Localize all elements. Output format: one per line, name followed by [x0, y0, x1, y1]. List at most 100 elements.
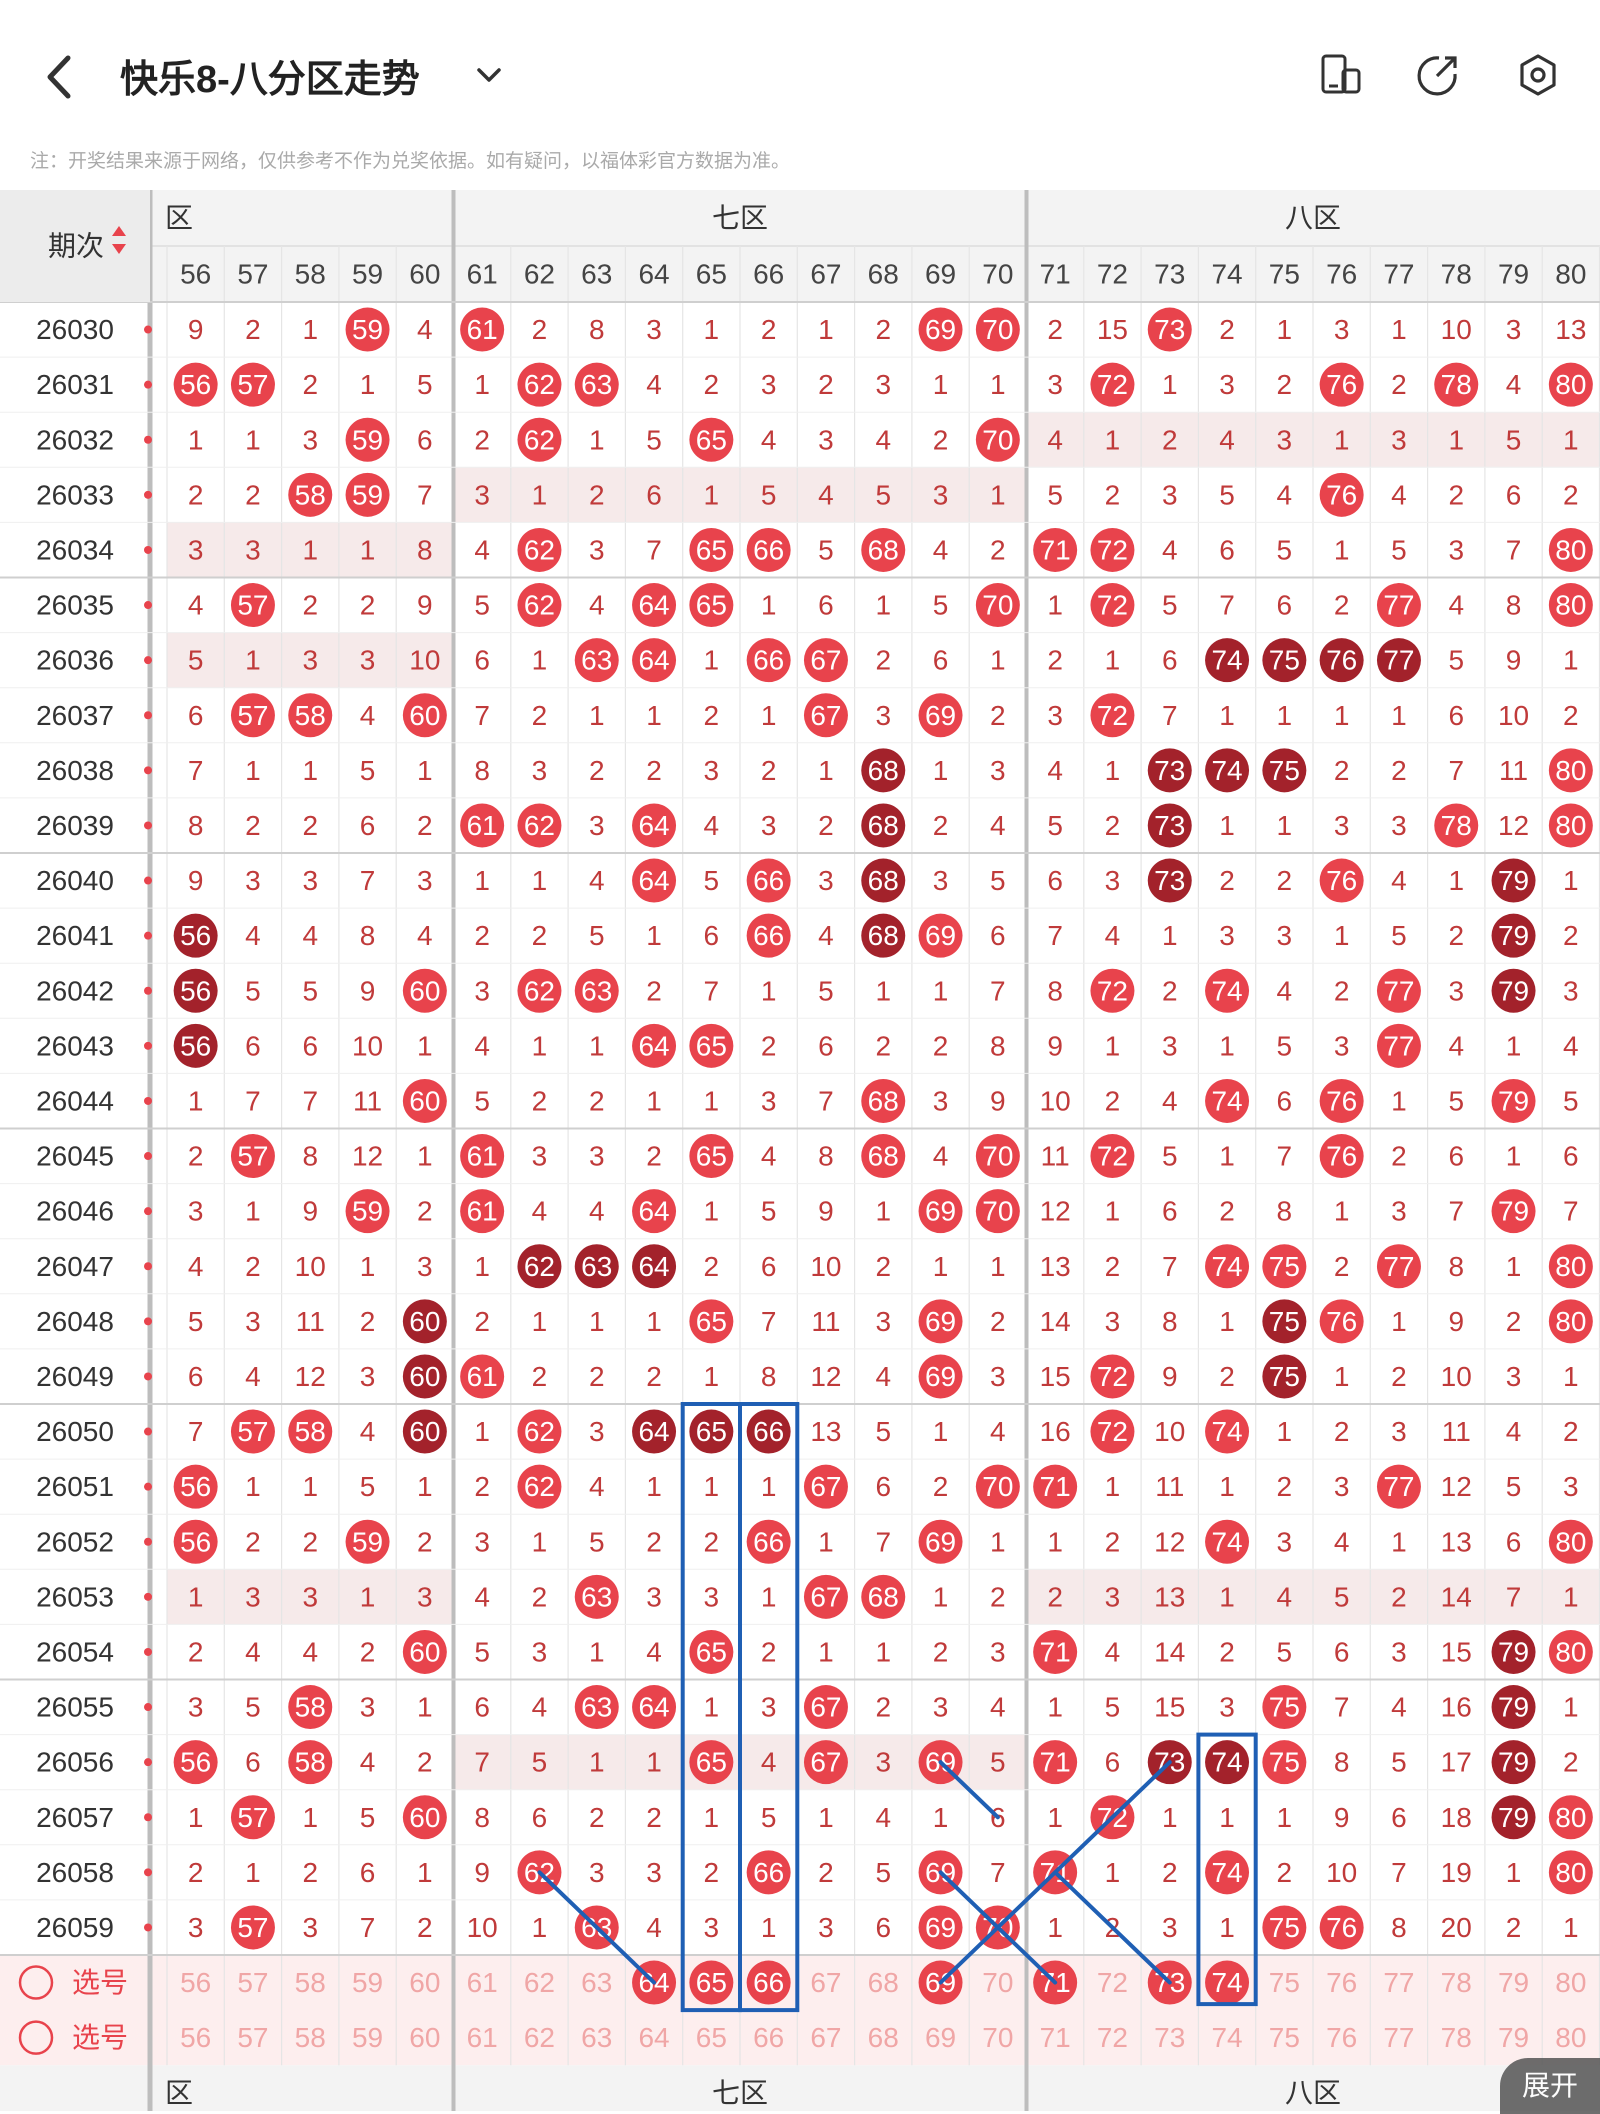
ball-number: 65 [696, 424, 727, 455]
miss-count: 1 [990, 479, 1006, 510]
select-option[interactable]: 72 [1097, 2022, 1128, 2053]
select-option[interactable]: 56 [180, 1967, 211, 1998]
select-option[interactable]: 76 [1326, 2022, 1357, 2053]
number-ball [1319, 1299, 1364, 1344]
select-option[interactable]: 74 [1211, 2022, 1242, 2053]
select-radio[interactable] [18, 2020, 54, 2055]
select-option[interactable]: 68 [868, 1967, 899, 1998]
ball-number: 70 [982, 1141, 1013, 1172]
select-option[interactable]: 68 [868, 2022, 899, 2053]
select-option[interactable]: 79 [1498, 2022, 1529, 2053]
select-option[interactable]: 75 [1269, 2022, 1300, 2053]
select-option[interactable]: 65 [696, 2022, 727, 2053]
miss-count: 1 [417, 1692, 433, 1723]
selected-ball[interactable] [689, 1960, 734, 2005]
select-option[interactable]: 77 [1383, 1967, 1414, 1998]
miss-count: 3 [933, 865, 949, 896]
miss-count: 1 [704, 314, 720, 345]
select-option[interactable]: 63 [581, 1967, 612, 1998]
select-option[interactable]: 61 [467, 2022, 498, 2053]
miss-count: 2 [646, 1141, 662, 1172]
miss-count: 4 [646, 1912, 662, 1943]
select-option[interactable]: 77 [1383, 2022, 1414, 2053]
select-option[interactable]: 64 [638, 2022, 669, 2053]
miss-count: 3 [360, 1692, 376, 1723]
ball-number: 73 [1154, 314, 1185, 345]
number-ball [689, 1299, 734, 1344]
number-ball [460, 1354, 505, 1399]
miss-count: 2 [302, 369, 318, 400]
select-option[interactable]: 69 [925, 2022, 956, 2053]
selected-ball[interactable] [1205, 1960, 1250, 2005]
back-icon[interactable] [40, 52, 80, 102]
miss-count: 2 [188, 1636, 204, 1667]
miss-count: 3 [417, 865, 433, 896]
select-option[interactable]: 63 [581, 2022, 612, 2053]
chevron-down-icon[interactable] [474, 60, 504, 90]
select-option[interactable]: 72 [1097, 1967, 1128, 1998]
number-ball [1262, 1685, 1307, 1730]
miss-count: 4 [990, 1692, 1006, 1723]
select-option[interactable]: 67 [810, 1967, 841, 1998]
device-icon[interactable] [1318, 52, 1364, 98]
select-option[interactable]: 57 [237, 1967, 268, 1998]
miss-count: 1 [360, 534, 376, 565]
select-option[interactable]: 62 [524, 1967, 555, 1998]
select-option[interactable]: 71 [1040, 2022, 1071, 2053]
miss-count: 4 [1334, 1526, 1350, 1557]
select-option[interactable]: 76 [1326, 1967, 1357, 1998]
miss-count: 1 [704, 479, 720, 510]
ball-number: 64 [638, 865, 669, 896]
miss-count: 5 [532, 1747, 548, 1778]
miss-count: 6 [302, 1030, 318, 1061]
number-ball [173, 968, 218, 1013]
expand-button[interactable]: 展开 [1500, 2058, 1600, 2114]
ball-number: 67 [810, 1747, 841, 1778]
select-option[interactable]: 70 [982, 1967, 1013, 1998]
miss-count: 1 [933, 369, 949, 400]
number-ball [975, 1189, 1020, 1234]
select-option[interactable]: 66 [753, 2022, 784, 2053]
ball-number: 61 [467, 1196, 498, 1227]
page-title[interactable]: 快乐8-八分区走势 [120, 59, 420, 101]
select-option[interactable]: 59 [352, 2022, 383, 2053]
select-option[interactable]: 70 [982, 2022, 1013, 2053]
select-option[interactable]: 62 [524, 2022, 555, 2053]
select-option[interactable]: 60 [409, 2022, 440, 2053]
number-ball [1205, 1519, 1250, 1564]
select-option[interactable]: 67 [810, 2022, 841, 2053]
col-header-58: 58 [295, 259, 326, 290]
miss-count: 5 [1391, 1747, 1407, 1778]
number-ball [918, 1519, 963, 1564]
select-option[interactable]: 80 [1555, 1967, 1586, 1998]
select-option[interactable]: 58 [295, 2022, 326, 2053]
selected-number: 74 [1211, 1967, 1242, 1998]
col-header-70: 70 [982, 259, 1013, 290]
number-ball [517, 803, 562, 848]
sort-up-icon[interactable] [112, 226, 126, 236]
select-option[interactable]: 60 [409, 1967, 440, 1998]
select-radio[interactable] [18, 1965, 54, 2000]
select-option[interactable]: 58 [295, 1967, 326, 1998]
select-option[interactable]: 73 [1154, 2022, 1185, 2053]
sort-down-icon[interactable] [112, 244, 126, 254]
select-option[interactable]: 75 [1269, 1967, 1300, 1998]
share-icon[interactable] [1415, 52, 1461, 98]
miss-count: 1 [1563, 1581, 1579, 1612]
select-option[interactable]: 80 [1555, 2022, 1586, 2053]
select-option[interactable]: 57 [237, 2022, 268, 2053]
miss-count: 2 [360, 1306, 376, 1337]
select-option[interactable]: 56 [180, 2022, 211, 2053]
miss-count: 4 [1105, 920, 1121, 951]
select-option[interactable]: 79 [1498, 1967, 1529, 1998]
number-ball [918, 1299, 963, 1344]
select-option[interactable]: 78 [1441, 2022, 1472, 2053]
miss-count: 1 [1334, 1196, 1350, 1227]
ball-number: 74 [1211, 755, 1242, 786]
selected-ball[interactable] [746, 1960, 791, 2005]
select-option[interactable]: 59 [352, 1967, 383, 1998]
select-option[interactable]: 78 [1441, 1967, 1472, 1998]
miss-count: 9 [1047, 1030, 1063, 1061]
settings-icon[interactable] [1515, 52, 1561, 98]
select-option[interactable]: 61 [467, 1967, 498, 1998]
